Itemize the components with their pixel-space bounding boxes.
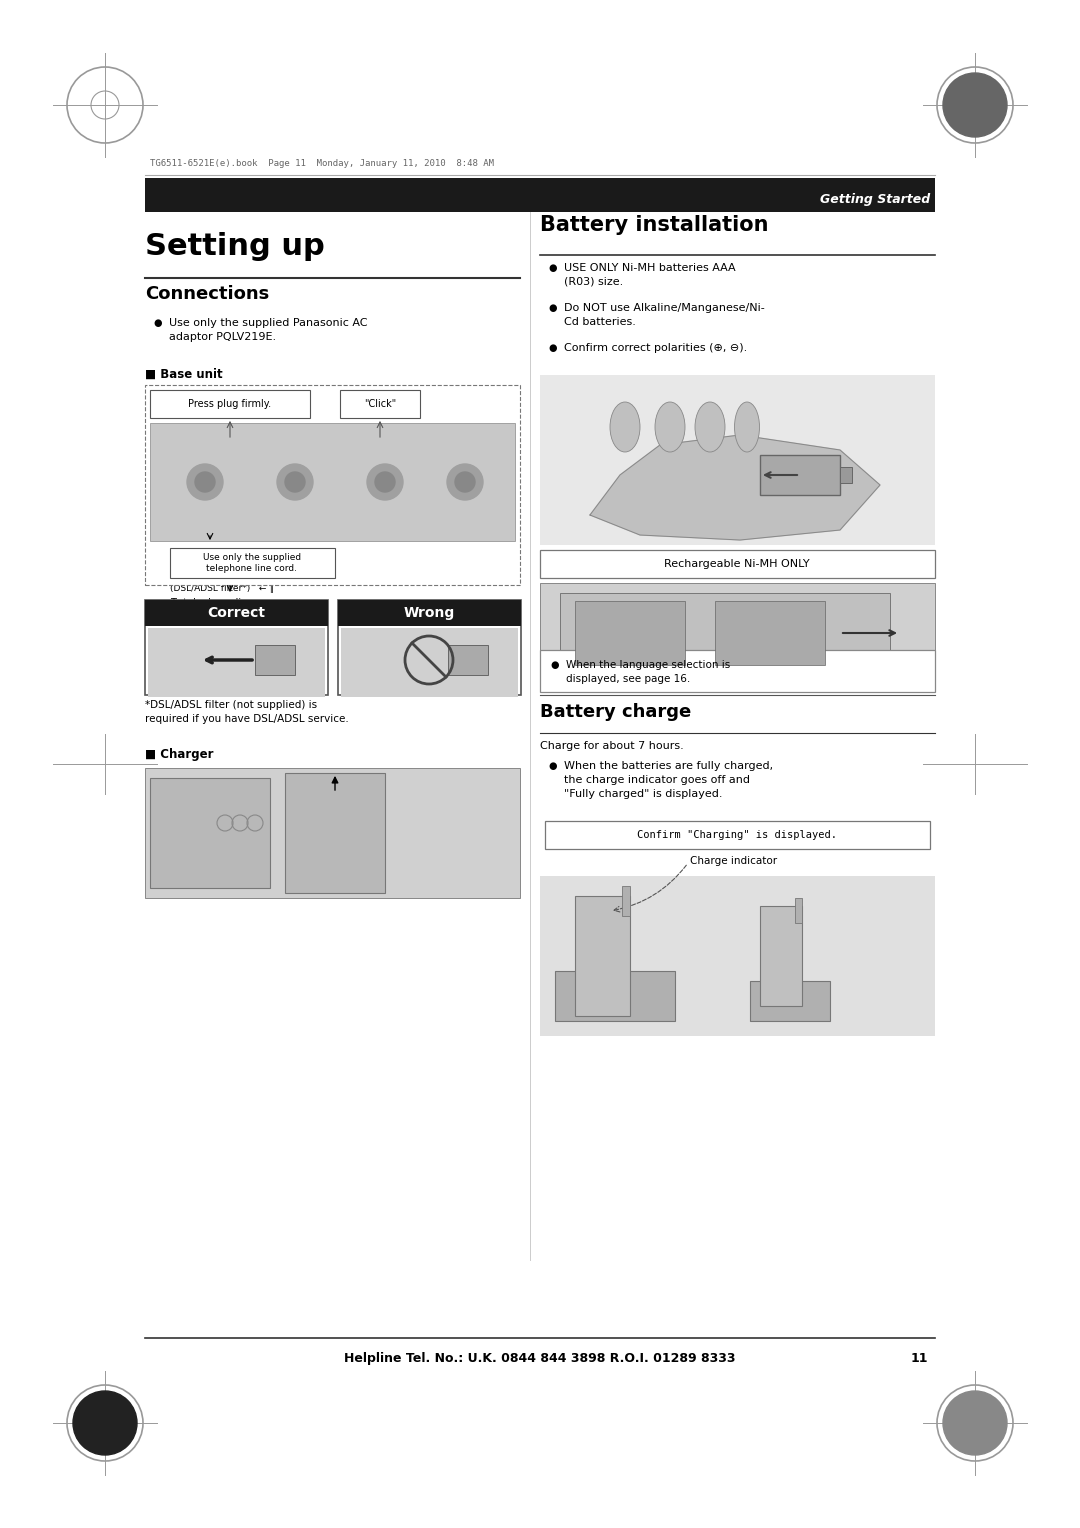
FancyBboxPatch shape: [540, 649, 935, 692]
Text: When the batteries are fully charged,
the charge indicator goes off and
"Fully c: When the batteries are fully charged, th…: [564, 761, 773, 799]
Text: Getting Started: Getting Started: [820, 194, 930, 206]
Text: ●: ●: [548, 303, 556, 313]
Circle shape: [943, 73, 1007, 138]
Circle shape: [187, 465, 222, 500]
Text: Confirm "Charging" is displayed.: Confirm "Charging" is displayed.: [637, 830, 837, 840]
FancyBboxPatch shape: [150, 390, 310, 419]
Text: ●: ●: [153, 318, 162, 329]
Polygon shape: [590, 435, 880, 539]
Text: Use only the supplied Panasonic AC
adaptor PQLV219E.: Use only the supplied Panasonic AC adapt…: [168, 318, 367, 342]
FancyBboxPatch shape: [145, 385, 519, 585]
FancyBboxPatch shape: [575, 601, 685, 665]
FancyBboxPatch shape: [285, 773, 384, 892]
Text: ●: ●: [550, 660, 558, 669]
FancyBboxPatch shape: [575, 895, 630, 1016]
Text: Battery installation: Battery installation: [540, 215, 769, 235]
FancyBboxPatch shape: [341, 628, 518, 697]
Text: Hook
(220-240 V AC,
50/60 Hz): Hook (220-240 V AC, 50/60 Hz): [150, 545, 224, 581]
Text: Charge indicator: Charge indicator: [690, 856, 778, 866]
FancyBboxPatch shape: [750, 981, 831, 1021]
Circle shape: [276, 465, 313, 500]
Circle shape: [195, 472, 215, 492]
FancyBboxPatch shape: [540, 374, 935, 545]
Ellipse shape: [654, 402, 685, 452]
FancyBboxPatch shape: [338, 601, 521, 695]
FancyBboxPatch shape: [145, 769, 519, 898]
Text: Hooks
→ (220-240 V AC,
50/60 Hz): Hooks → (220-240 V AC, 50/60 Hz): [384, 776, 475, 813]
Text: Press plug firmly.: Press plug firmly.: [188, 399, 271, 410]
FancyBboxPatch shape: [561, 593, 890, 672]
Text: ●: ●: [548, 342, 556, 353]
FancyBboxPatch shape: [555, 970, 675, 1021]
Text: USE ONLY Ni-MH batteries AAA
(R03) size.: USE ONLY Ni-MH batteries AAA (R03) size.: [564, 263, 735, 287]
Circle shape: [73, 1390, 137, 1455]
FancyBboxPatch shape: [540, 876, 935, 1036]
Text: Helpline Tel. No.: U.K. 0844 844 3898 R.O.I. 01289 8333: Helpline Tel. No.: U.K. 0844 844 3898 R.…: [345, 1352, 735, 1365]
Circle shape: [375, 472, 395, 492]
Ellipse shape: [696, 402, 725, 452]
Text: ●: ●: [548, 761, 556, 772]
Text: "Click": "Click": [364, 399, 396, 410]
Circle shape: [285, 472, 305, 492]
Text: Connections: Connections: [145, 286, 269, 303]
Circle shape: [447, 465, 483, 500]
Text: ■ Charger: ■ Charger: [145, 749, 214, 761]
FancyBboxPatch shape: [145, 177, 935, 212]
FancyBboxPatch shape: [540, 550, 935, 578]
FancyBboxPatch shape: [840, 468, 852, 483]
Text: When the language selection is
displayed, see page 16.: When the language selection is displayed…: [566, 660, 730, 685]
Text: Do NOT use Alkaline/Manganese/Ni-
Cd batteries.: Do NOT use Alkaline/Manganese/Ni- Cd bat…: [564, 303, 765, 327]
FancyBboxPatch shape: [255, 645, 295, 675]
FancyBboxPatch shape: [715, 601, 825, 665]
FancyBboxPatch shape: [540, 584, 935, 683]
Text: TG6511-6521E(e).book  Page 11  Monday, January 11, 2010  8:48 AM: TG6511-6521E(e).book Page 11 Monday, Jan…: [150, 159, 494, 168]
Text: ■ Base unit: ■ Base unit: [145, 368, 222, 380]
FancyBboxPatch shape: [760, 906, 802, 1005]
FancyBboxPatch shape: [545, 821, 930, 850]
FancyBboxPatch shape: [448, 645, 488, 675]
Text: Confirm correct polarities (⊕, ⊖).: Confirm correct polarities (⊕, ⊖).: [564, 342, 747, 353]
FancyBboxPatch shape: [148, 628, 325, 697]
FancyBboxPatch shape: [340, 390, 420, 419]
Text: Correct: Correct: [207, 607, 265, 620]
Circle shape: [455, 472, 475, 492]
Text: (DSL/ADSL filter*)   ← ║: (DSL/ADSL filter*) ← ║: [170, 582, 274, 593]
FancyBboxPatch shape: [338, 601, 521, 626]
Text: Use only the supplied
telephone line cord.: Use only the supplied telephone line cor…: [203, 553, 301, 573]
Circle shape: [943, 1390, 1007, 1455]
Text: *DSL/ADSL filter (not supplied) is
required if you have DSL/ADSL service.: *DSL/ADSL filter (not supplied) is requi…: [145, 700, 349, 724]
FancyBboxPatch shape: [150, 778, 270, 888]
Circle shape: [367, 465, 403, 500]
FancyBboxPatch shape: [145, 601, 328, 695]
FancyBboxPatch shape: [622, 886, 630, 915]
Text: Wrong: Wrong: [403, 607, 455, 620]
Text: ●: ●: [548, 263, 556, 274]
Text: To telephone line: To telephone line: [170, 597, 254, 608]
Text: 11: 11: [910, 1352, 928, 1365]
FancyBboxPatch shape: [795, 898, 802, 923]
Ellipse shape: [610, 402, 640, 452]
FancyBboxPatch shape: [170, 549, 335, 578]
Text: Charge for about 7 hours.: Charge for about 7 hours.: [540, 741, 684, 750]
Text: Setting up: Setting up: [145, 232, 325, 261]
FancyBboxPatch shape: [150, 423, 515, 541]
FancyBboxPatch shape: [760, 455, 840, 495]
Ellipse shape: [734, 402, 759, 452]
FancyBboxPatch shape: [145, 601, 328, 626]
Text: Battery charge: Battery charge: [540, 703, 691, 721]
Text: Rechargeable Ni-MH ONLY: Rechargeable Ni-MH ONLY: [664, 559, 810, 568]
